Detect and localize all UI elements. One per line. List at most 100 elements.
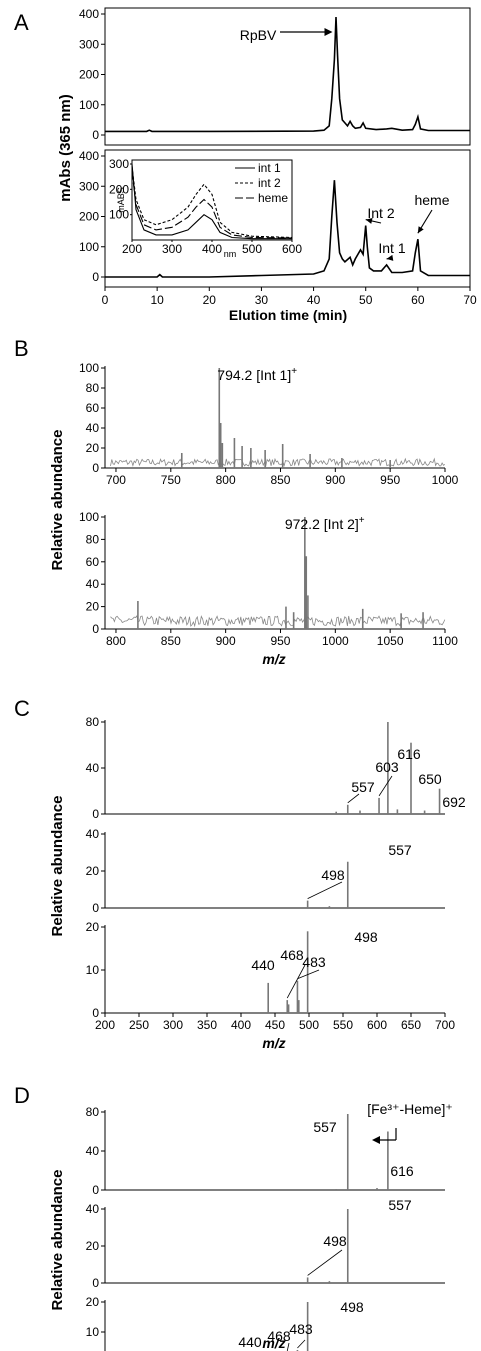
peak-label-557: 557 xyxy=(388,842,412,858)
peak-label-557: 557 xyxy=(313,1119,337,1135)
peak-label-483: 483 xyxy=(302,954,326,970)
y-tick-label: 0 xyxy=(92,1183,99,1197)
y-tick-label: 10 xyxy=(86,963,100,977)
x-tick-label: 600 xyxy=(367,1018,387,1032)
x-tick-label: 850 xyxy=(161,634,181,648)
y-tick-label: 200 xyxy=(79,210,99,224)
y-tick-label: 100 xyxy=(79,510,99,524)
x-tick-label: 650 xyxy=(401,1018,421,1032)
peak-label-603: 603 xyxy=(375,759,399,775)
leader-line xyxy=(297,1339,306,1349)
inset-series-int-2 xyxy=(131,166,293,239)
y-tick-label: 300 xyxy=(79,37,99,51)
y-tick-label: 20 xyxy=(86,1295,100,1309)
y-tick-label: 40 xyxy=(86,1202,100,1216)
x-tick-label: 750 xyxy=(161,473,181,487)
y-axis-label: Relative abundance xyxy=(49,1170,66,1311)
x-tick-label: 900 xyxy=(325,473,345,487)
panel-letter-b: B xyxy=(14,336,29,361)
peak-label-616: 616 xyxy=(390,1163,414,1179)
x-tick-label: 1050 xyxy=(377,634,404,648)
x-tick-label: 200 xyxy=(95,1018,115,1032)
y-tick-label: 100 xyxy=(79,98,99,112)
inset-x-tick-label: 600 xyxy=(282,242,302,256)
inset-y-tick-label: 300 xyxy=(109,157,129,171)
x-tick-label: 800 xyxy=(216,473,236,487)
peak-label-498: 498 xyxy=(323,1233,347,1249)
x-tick-label: 300 xyxy=(163,1018,183,1032)
inset-x-tick-label: 200 xyxy=(122,242,142,256)
x-tick-label: 10 xyxy=(150,293,164,307)
y-tick-label: 40 xyxy=(86,1144,100,1158)
panel-a-frame-1 xyxy=(104,7,471,146)
x-tick-label: 800 xyxy=(106,634,126,648)
inset-y-tick-label: 200 xyxy=(109,182,129,196)
peak-label-557: 557 xyxy=(388,1197,412,1213)
inset-x-tick-label: 500 xyxy=(242,242,262,256)
panel-a-frame-2 xyxy=(104,149,471,288)
y-tick-label: 20 xyxy=(86,441,100,455)
spectrum-noise xyxy=(110,457,446,468)
annotation-int-1: Int 1 xyxy=(378,240,405,256)
panel-letter-a: A xyxy=(14,10,29,35)
x-tick-label: 450 xyxy=(265,1018,285,1032)
y-tick-label: 20 xyxy=(86,920,100,934)
inset-x-tick-label: 400 xyxy=(202,242,222,256)
y-tick-label: 40 xyxy=(86,577,100,591)
x-tick-label: 0 xyxy=(102,293,109,307)
peak-label-468: 468 xyxy=(267,1328,291,1344)
chromatogram-trace xyxy=(105,180,470,278)
x-tick-label: 550 xyxy=(333,1018,353,1032)
peak-label-498: 498 xyxy=(321,867,345,883)
x-tick-label: 950 xyxy=(380,473,400,487)
x-tick-label: 1000 xyxy=(432,473,459,487)
y-tick-label: 0 xyxy=(92,1006,99,1020)
y-tick-label: 0 xyxy=(92,270,99,284)
peak-label-650: 650 xyxy=(418,771,442,787)
leader-line xyxy=(347,793,360,804)
x-tick-label: 250 xyxy=(129,1018,149,1032)
y-tick-label: 20 xyxy=(86,864,100,878)
y-tick-label: 0 xyxy=(92,1276,99,1290)
y-tick-label: 0 xyxy=(92,901,99,915)
y-tick-label: 60 xyxy=(86,555,100,569)
leader-line xyxy=(378,775,393,797)
charge-superscript: + xyxy=(291,366,297,377)
peak-label-FeHeme: [Fe³⁺-Heme]⁺ xyxy=(367,1101,453,1117)
peak-label-557: 557 xyxy=(351,779,375,795)
y-tick-label: 80 xyxy=(86,381,100,395)
peak-label-468: 468 xyxy=(280,947,304,963)
y-tick-label: 10 xyxy=(86,1325,100,1339)
inset-y-label: mABS xyxy=(116,187,126,213)
panel-letter-d: D xyxy=(14,1083,30,1108)
y-axis-label: Relative abundance xyxy=(49,796,66,937)
x-tick-label: 40 xyxy=(307,293,321,307)
arrowhead-heme xyxy=(372,1136,380,1144)
y-tick-label: 20 xyxy=(86,600,100,614)
x-tick-label: 850 xyxy=(270,473,290,487)
y-tick-label: 0 xyxy=(92,461,99,475)
y-tick-label: 0 xyxy=(92,622,99,636)
x-tick-label: 1000 xyxy=(322,634,349,648)
annotation-int-2: Int 2 xyxy=(367,205,394,221)
x-tick-label: 950 xyxy=(270,634,290,648)
y-tick-label: 80 xyxy=(86,532,100,546)
arrowhead xyxy=(417,226,424,234)
annotation-int2: 972.2 [Int 2]+ xyxy=(285,515,365,532)
inset-series-int-1 xyxy=(131,163,292,240)
x-tick-label: 70 xyxy=(463,293,477,307)
y-tick-label: 60 xyxy=(86,401,100,415)
inset-x-tick-label: 300 xyxy=(162,242,182,256)
leader-line xyxy=(307,1249,343,1276)
x-axis-label: m/z xyxy=(262,651,285,667)
x-axis-label: m/z xyxy=(262,1335,285,1351)
x-tick-label: 30 xyxy=(255,293,269,307)
spectrum-noise xyxy=(110,615,446,628)
leader-line xyxy=(297,969,320,980)
x-axis-label: Elution time (min) xyxy=(229,307,347,323)
leader-line xyxy=(307,881,343,899)
annotation-heme: heme xyxy=(414,192,449,208)
inset-x-label: nm xyxy=(224,249,237,259)
y-tick-label: 40 xyxy=(86,421,100,435)
